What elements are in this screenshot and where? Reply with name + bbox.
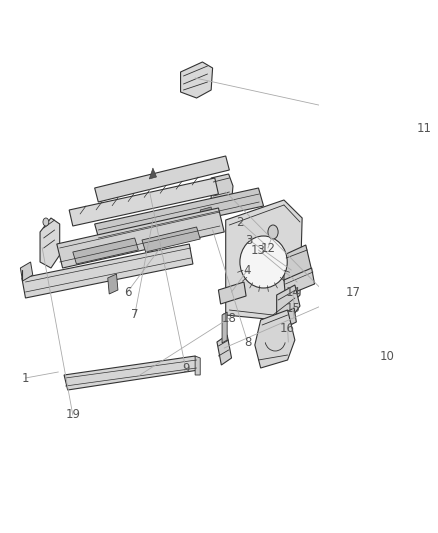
- Polygon shape: [277, 285, 300, 318]
- Text: 7: 7: [131, 309, 138, 321]
- Polygon shape: [64, 356, 199, 390]
- Polygon shape: [40, 218, 60, 268]
- Text: 1: 1: [22, 372, 29, 384]
- Text: 19: 19: [65, 408, 80, 422]
- Text: 14: 14: [285, 286, 300, 298]
- Polygon shape: [95, 188, 264, 242]
- Polygon shape: [57, 208, 224, 268]
- Polygon shape: [22, 244, 193, 298]
- Polygon shape: [219, 282, 246, 304]
- Polygon shape: [226, 200, 302, 320]
- Polygon shape: [217, 335, 232, 365]
- Text: 13: 13: [251, 244, 266, 256]
- Ellipse shape: [240, 236, 287, 288]
- Circle shape: [43, 218, 49, 226]
- Polygon shape: [108, 274, 118, 294]
- Text: 3: 3: [245, 233, 253, 246]
- Text: 4: 4: [244, 263, 251, 277]
- Polygon shape: [180, 62, 212, 98]
- Text: 10: 10: [380, 350, 395, 362]
- Polygon shape: [278, 308, 297, 330]
- Polygon shape: [149, 168, 156, 179]
- Polygon shape: [195, 356, 200, 375]
- Polygon shape: [255, 310, 295, 368]
- Polygon shape: [222, 312, 227, 343]
- Polygon shape: [284, 245, 311, 285]
- Text: 12: 12: [261, 241, 276, 254]
- Text: 17: 17: [346, 286, 360, 298]
- Polygon shape: [211, 174, 233, 208]
- Polygon shape: [95, 156, 230, 202]
- Text: 8: 8: [244, 335, 251, 349]
- Polygon shape: [200, 207, 212, 217]
- Text: 6: 6: [124, 286, 131, 298]
- Polygon shape: [21, 262, 33, 281]
- Text: 11: 11: [416, 122, 431, 134]
- Text: 2: 2: [237, 215, 244, 229]
- Circle shape: [268, 225, 278, 239]
- Polygon shape: [284, 268, 314, 296]
- Polygon shape: [73, 238, 138, 264]
- Text: 18: 18: [222, 311, 237, 325]
- Polygon shape: [69, 178, 219, 226]
- Text: 9: 9: [182, 361, 189, 375]
- Text: 15: 15: [285, 302, 300, 314]
- Polygon shape: [142, 227, 200, 252]
- Text: 16: 16: [280, 321, 295, 335]
